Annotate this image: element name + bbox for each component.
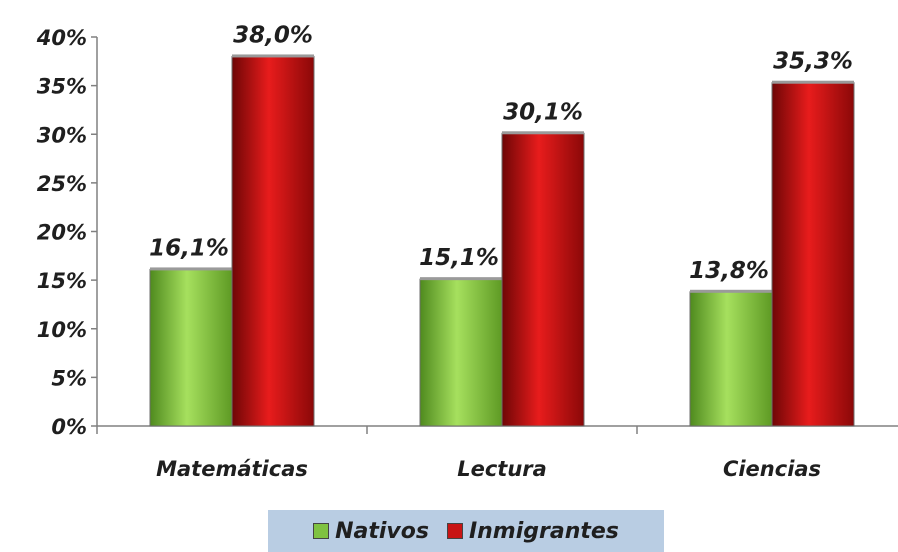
y-tick-label: 5% (51, 366, 87, 390)
bar-top-edge (420, 277, 502, 281)
y-tick-label: 20% (37, 221, 87, 245)
legend-swatch-nativos (313, 523, 330, 539)
bar-top-edge (772, 80, 854, 84)
labels: Matemáticas 16,1% 38,0% Lectura 15,1% 30,1% Ci… (149, 22, 853, 481)
data-label-nativos: 13,8% (689, 258, 769, 284)
y-tick-label: 0% (51, 415, 87, 439)
y-tick-label: 40% (36, 26, 87, 50)
bar-top-edge (150, 267, 232, 271)
bar-top-edge (690, 289, 772, 293)
data-label-inmigrantes: 35,3% (773, 49, 853, 75)
y-tick-label: 25% (37, 172, 87, 196)
bars (149, 54, 855, 427)
x-tick-label: Ciencias (723, 457, 821, 481)
x-tick-label: Lectura (457, 457, 547, 481)
data-label-inmigrantes: 30,1% (503, 99, 583, 125)
y-tick-label: 30% (37, 123, 87, 147)
bar-nativos (419, 278, 503, 427)
data-label-nativos: 15,1% (419, 245, 499, 271)
bar-nativos (149, 268, 233, 427)
legend-label-nativos: Nativos (335, 518, 429, 544)
y-tick-label: 35% (37, 75, 87, 99)
bar-inmigrantes (501, 132, 585, 427)
y-tick-label: 10% (37, 318, 87, 342)
bar-chart: 0% 5% 10% 15% 20% 25% 30% 35% 40% Matemáticas 16,… (36, 22, 898, 481)
axes: 0% 5% 10% 15% 20% 25% 30% 35% 40% (36, 26, 898, 439)
x-tick-label: Matemáticas (156, 457, 308, 481)
bar-top-edge (232, 54, 314, 58)
y-tick-label: 15% (37, 269, 87, 293)
legend-item-inmigrantes: Inmigrantes (446, 518, 619, 544)
legend-item-nativos: Nativos (313, 519, 429, 544)
bar-inmigrantes (771, 82, 855, 427)
bar-nativos (689, 291, 773, 427)
bar-inmigrantes (231, 55, 315, 427)
bar-top-edge (502, 131, 584, 135)
legend-swatch-inmigrantes (446, 523, 463, 539)
data-label-nativos: 16,1% (149, 235, 229, 261)
data-label-inmigrantes: 38,0% (233, 22, 313, 48)
legend: Nativos Inmigrantes (268, 510, 664, 552)
legend-label-inmigrantes: Inmigrantes (468, 518, 619, 544)
